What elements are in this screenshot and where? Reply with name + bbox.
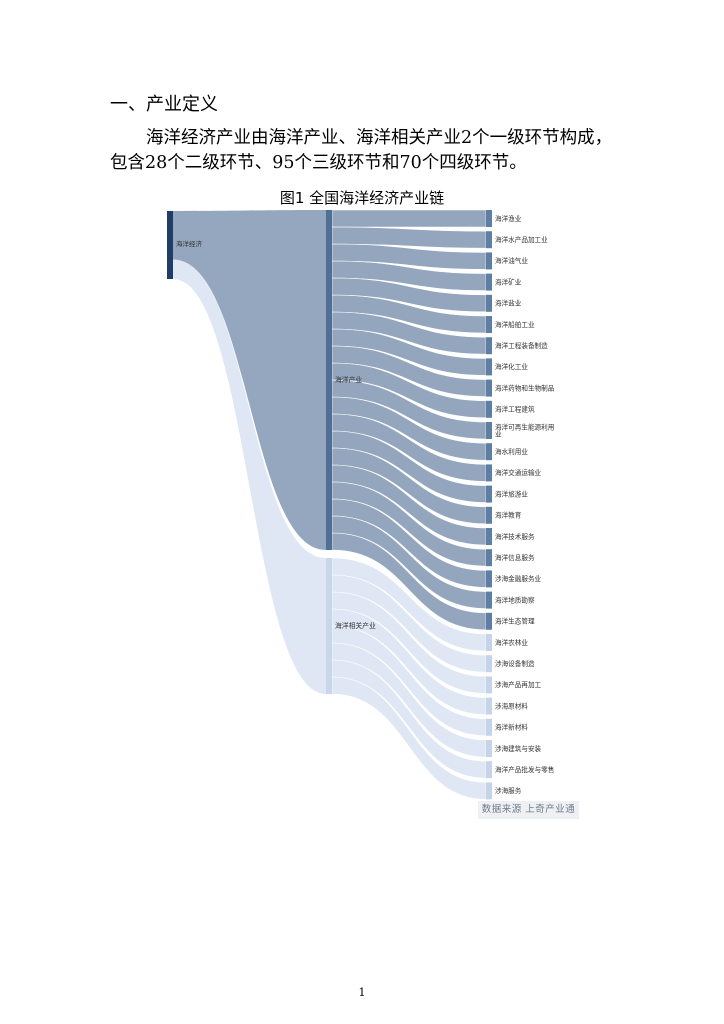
leaf-node-label: 涉海产品再加工	[495, 680, 542, 689]
leaf-node-bar	[486, 422, 492, 439]
leaf-node-label: 涉海服务	[495, 786, 522, 795]
leaf-node-label: 海洋教育	[495, 511, 522, 520]
leaf-node-label: 海洋药物和生物制品	[495, 383, 555, 392]
data-source-label: 数据来源 上奇产业通	[478, 801, 579, 819]
leaf-node-label: 海洋农林业	[495, 638, 528, 647]
leaf-node-bar	[486, 506, 492, 524]
leaf-node-bar	[486, 549, 492, 567]
leaf-node-bar	[486, 718, 492, 736]
leaf-node-label: 海洋旅游业	[495, 489, 528, 498]
leaf-node-bar	[486, 252, 492, 270]
leaf-node-label: 海洋水产品加工业	[495, 235, 548, 244]
root-node-bar	[167, 211, 173, 279]
leaf-node-label: 海洋信息服务	[495, 553, 535, 562]
leaf-node-label: 海洋盐业	[495, 299, 522, 308]
level1-node-label: 海洋产业	[335, 375, 362, 384]
page-number: 1	[358, 986, 366, 999]
leaf-node-bar	[486, 697, 492, 715]
flow-root-to-marine-industry	[173, 210, 326, 550]
section-heading: 一、产业定义	[110, 94, 218, 115]
leaf-node-label: 海洋交通运输业	[495, 468, 542, 477]
flow-to-leaf	[331, 209, 487, 228]
leaf-node-label: 涉海建筑与安装	[495, 744, 542, 753]
leaf-node-bar	[486, 273, 492, 291]
leaf-node-label: 海洋矿业	[495, 277, 522, 286]
intro-paragraph: 海洋经济产业由海洋产业、海洋相关产业2个一级环节构成，包含28个二级环节、95个…	[110, 128, 613, 173]
leaf-node-bar	[486, 570, 492, 588]
leaf-node-label: 海洋新材料	[495, 723, 528, 732]
level1-node-bar	[326, 558, 332, 694]
leaf-node-label: 海水利用业	[495, 447, 528, 456]
level1-node-label: 海洋相关产业	[335, 621, 376, 630]
leaf-node-bar	[486, 316, 492, 333]
leaf-node-label: 海洋船舶工业	[495, 320, 535, 329]
leaf-node-bar	[486, 294, 492, 312]
leaf-node-bar	[486, 464, 492, 482]
leaf-node-label: 海洋产品批发与零售	[495, 765, 554, 774]
leaf-node-label: 海洋可再生能源利用业	[495, 423, 554, 439]
leaf-node-bar	[486, 782, 492, 800]
leaf-node-bar	[486, 612, 492, 630]
leaf-node-label: 海洋工程建筑	[495, 405, 535, 414]
leaf-node-label: 涉海原材料	[495, 701, 528, 710]
leaf-node-bar	[486, 761, 492, 779]
leaf-node-bar	[486, 485, 492, 503]
level1-node-bar	[326, 210, 332, 550]
leaf-node-bar	[486, 210, 492, 227]
leaf-node-label: 海洋渔业	[495, 214, 522, 223]
leaf-node-bar	[486, 337, 492, 355]
root-node-label: 海洋经济	[176, 239, 203, 248]
leaf-node-bar	[486, 379, 492, 397]
flow-root-to-related-industry	[173, 259, 326, 694]
leaf-node-bar	[486, 740, 492, 757]
leaf-node-label: 海洋工程装备制造	[495, 341, 548, 350]
leaf-node-label: 涉海金融服务业	[495, 574, 542, 583]
sankey-flows	[173, 209, 487, 800]
leaf-node-bar	[486, 358, 492, 376]
leaf-node-bar	[486, 443, 492, 461]
sankey-nodes	[167, 210, 492, 800]
leaf-node-label: 海洋地质勘察	[495, 595, 535, 604]
leaf-node-bar	[486, 655, 492, 673]
leaf-node-bar	[486, 676, 492, 694]
leaf-node-label: 海洋化工业	[495, 362, 528, 371]
leaf-node-label: 海洋技术服务	[495, 532, 535, 541]
leaf-node-bar	[486, 634, 492, 651]
figure-title: 图1 全国海洋经济产业链	[279, 189, 445, 207]
leaf-node-bar	[486, 591, 492, 609]
leaf-node-label: 涉海设备制造	[495, 659, 535, 668]
leaf-node-bar	[486, 400, 492, 418]
leaf-node-label: 海洋油气业	[495, 256, 528, 265]
leaf-node-label: 海洋生态管理	[495, 617, 535, 626]
leaf-node-bar	[486, 231, 492, 249]
leaf-node-bar	[486, 528, 492, 545]
